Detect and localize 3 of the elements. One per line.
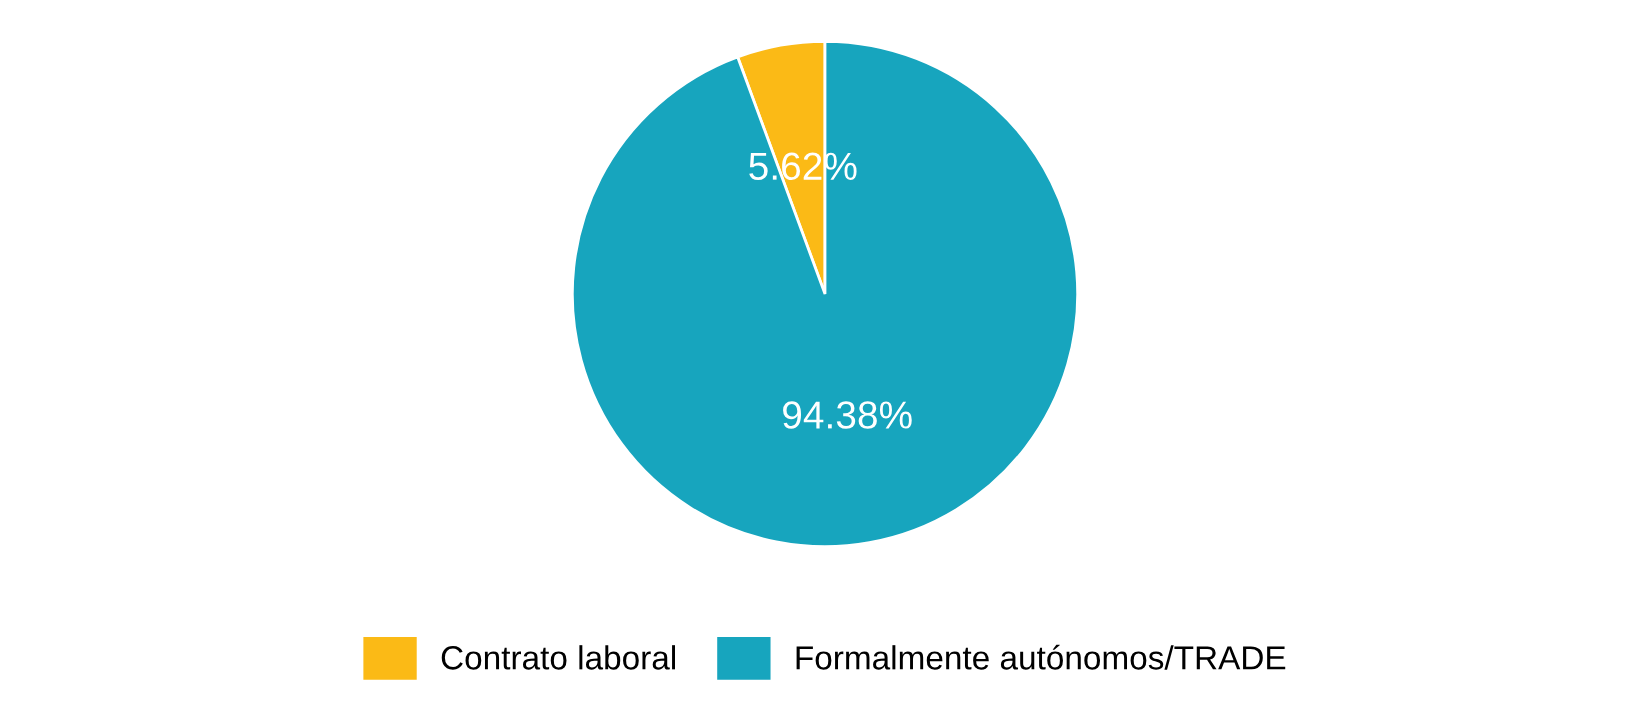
data-label: 94.38% bbox=[783, 401, 912, 429]
legend-label: Formalmente autónomos/TRADE bbox=[796, 644, 1286, 670]
legend-label: Contrato laboral bbox=[441, 645, 675, 670]
